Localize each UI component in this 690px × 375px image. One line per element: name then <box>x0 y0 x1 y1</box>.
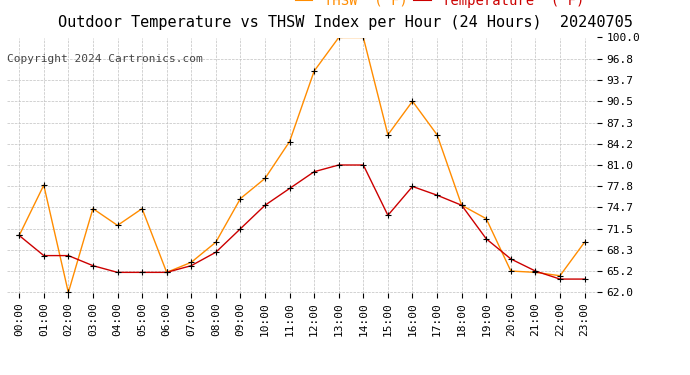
Text: Outdoor Temperature vs THSW Index per Hour (24 Hours)  20240705: Outdoor Temperature vs THSW Index per Ho… <box>57 15 633 30</box>
Text: Copyright 2024 Cartronics.com: Copyright 2024 Cartronics.com <box>7 54 203 64</box>
Legend: THSW  (°F), Temperature  (°F): THSW (°F), Temperature (°F) <box>290 0 590 13</box>
